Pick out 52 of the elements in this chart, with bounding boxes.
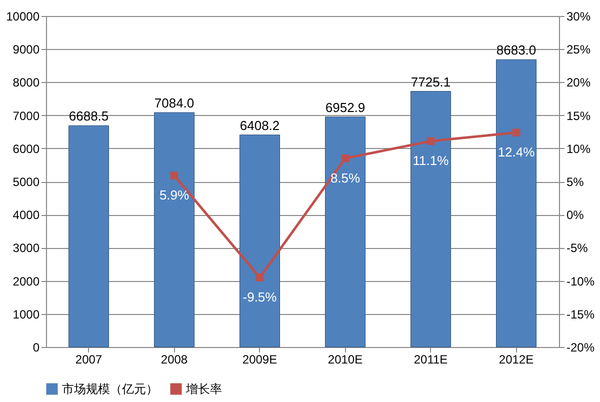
y-tick-label: 8000 <box>12 76 40 90</box>
data-label: 7084.0 <box>154 96 194 111</box>
point <box>426 137 435 145</box>
y2-tick-label: -10% <box>566 274 595 288</box>
y2-tick-label: -15% <box>566 307 595 322</box>
y-tick-label: 5000 <box>12 175 40 189</box>
legend-label: 增长率 <box>185 382 222 396</box>
y2-tick-label: 15% <box>566 108 591 123</box>
y-tick-label: 9000 <box>12 42 40 57</box>
x-tick-label: 2009E <box>242 352 278 366</box>
x-tick-label: 2011E <box>414 352 448 366</box>
y2-tick-label: 5% <box>566 175 584 189</box>
y2-tick-label: 25% <box>566 42 591 57</box>
data-label: 8683.0 <box>496 42 536 58</box>
y2-tick-label: 10% <box>566 142 591 156</box>
x-tick-label: 2007 <box>75 352 102 366</box>
y2-tick-label: -20% <box>566 340 595 354</box>
legend-label: 市场规模（亿元） <box>62 382 158 396</box>
data-label: 11.1% <box>412 153 450 168</box>
x-tick-label: 2010E <box>328 352 363 366</box>
y-tick-label: 2000 <box>12 274 40 288</box>
bar <box>325 116 366 348</box>
data-label: 6408.2 <box>240 118 280 133</box>
bar <box>154 112 194 348</box>
bar <box>410 91 451 348</box>
point <box>341 154 350 162</box>
data-label: 12.4% <box>498 144 536 160</box>
point <box>170 172 178 180</box>
y-tick-label: 4000 <box>12 208 40 222</box>
data-label: 6952.9 <box>325 100 366 115</box>
data-label: 6688.5 <box>68 108 109 124</box>
bar <box>496 59 536 348</box>
data-label: 8.5% <box>330 170 360 186</box>
y2-tick-label: 0% <box>566 208 584 222</box>
bar <box>68 125 109 348</box>
x-tick-label: 2012E <box>498 352 534 366</box>
y-tick-label: 10000 <box>6 10 40 24</box>
y-tick-label: 1000 <box>12 307 40 322</box>
y2-tick-label: 30% <box>566 10 591 24</box>
y-tick-label: 3000 <box>12 241 40 256</box>
y-tick-label: 7000 <box>12 108 40 123</box>
point <box>512 128 520 136</box>
data-label: -9.5% <box>242 289 278 304</box>
point <box>256 274 264 282</box>
y-tick-label: 0 <box>32 340 40 354</box>
bar <box>240 134 280 348</box>
x-tick-label: 2008 <box>160 352 188 366</box>
data-label: 5.9% <box>159 188 190 203</box>
y2-tick-label: 20% <box>566 76 591 90</box>
y-tick-label: 6000 <box>12 142 40 156</box>
y2-tick-label: -5% <box>566 241 588 256</box>
data-label: 7725.1 <box>410 74 451 90</box>
